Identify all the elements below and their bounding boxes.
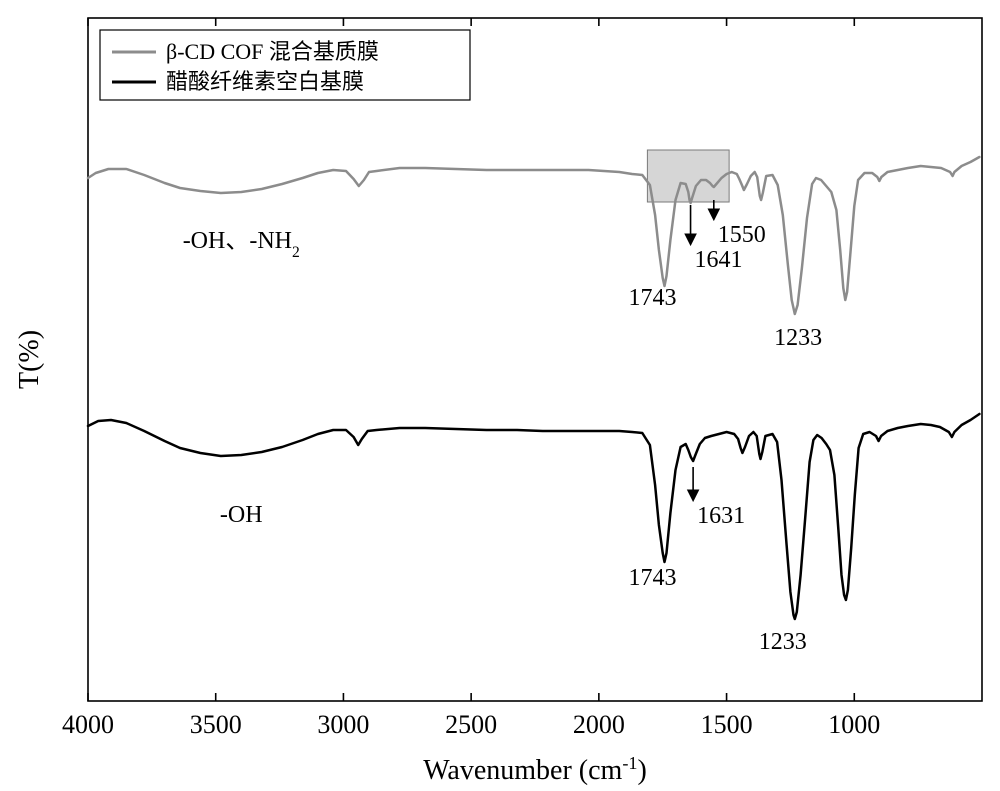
peak-label: 1233 <box>759 629 807 655</box>
x-tick-label: 4000 <box>62 710 114 739</box>
x-axis-label: Wavenumber (cm-1) <box>423 753 647 786</box>
peak-label: 1743 <box>628 285 676 311</box>
peak-label: 1743 <box>628 565 676 591</box>
x-tick-label: 3500 <box>190 710 242 739</box>
x-tick-label: 1500 <box>701 710 753 739</box>
legend-label: 醋酸纤维素空白基膜 <box>166 69 364 94</box>
peak-label: 1233 <box>774 325 822 351</box>
chart-background <box>0 0 1000 791</box>
peak-arrow-label: 1550 <box>718 222 766 248</box>
x-tick-label: 2000 <box>573 710 625 739</box>
ftir-chart: 4000 3500 3000 2500 2000 1500 1000 Wavenumber (… <box>0 0 1000 791</box>
x-tick-label: 2500 <box>445 710 497 739</box>
legend-label: β-CD COF 混合基质膜 <box>166 39 379 64</box>
x-tick-label: 1000 <box>828 710 880 739</box>
peak-arrow-label: 1631 <box>697 503 745 529</box>
y-axis-label: T(%) <box>14 330 45 389</box>
x-tick-label: 3000 <box>317 710 369 739</box>
series-label-ca_blank: -OH <box>220 502 263 528</box>
peak-arrow-label: 1641 <box>695 247 743 273</box>
